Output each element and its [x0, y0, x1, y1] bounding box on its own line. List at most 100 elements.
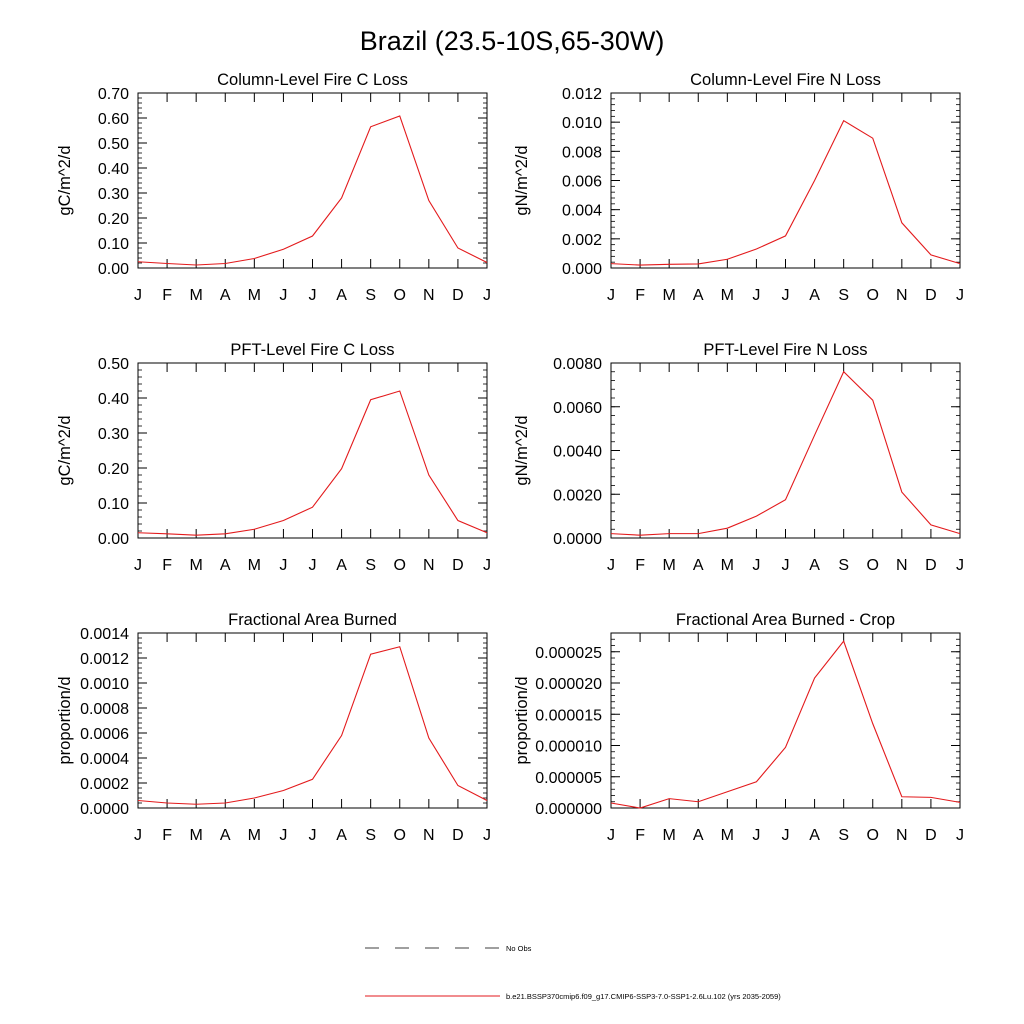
- series-line: [610, 640, 961, 809]
- y-tick-label: 0.10: [98, 236, 129, 253]
- y-tick-label: 0.20: [98, 461, 129, 478]
- chart-title: PFT-Level Fire N Loss: [703, 341, 867, 359]
- series-line: [610, 370, 961, 536]
- y-tick-label: 0.000: [562, 261, 602, 278]
- y-tick-label: 0.0010: [80, 676, 129, 693]
- x-tick-label: M: [248, 557, 261, 574]
- y-tick-label: 0.0008: [80, 701, 129, 718]
- y-tick-label: 0.010: [562, 115, 602, 132]
- plot-frame: [610, 362, 961, 539]
- x-tick-label: M: [190, 557, 203, 574]
- x-tick-label: O: [394, 827, 406, 844]
- x-tick-label: F: [162, 557, 172, 574]
- x-tick-label: J: [752, 287, 760, 304]
- x-tick-label: D: [452, 557, 464, 574]
- x-tick-label: J: [309, 827, 317, 844]
- x-tick-label: J: [956, 287, 964, 304]
- legend-item-no-obs: No Obs: [365, 944, 532, 953]
- y-tick-label: 0.0004: [80, 751, 129, 768]
- x-tick-label: D: [925, 287, 937, 304]
- y-tick-label: 0.50: [98, 136, 129, 153]
- x-tick-label: M: [248, 827, 261, 844]
- x-tick-label: M: [663, 827, 676, 844]
- chart-title: Column-Level Fire C Loss: [217, 71, 408, 89]
- chart-title: Column-Level Fire N Loss: [690, 71, 881, 89]
- x-tick-label: J: [607, 827, 615, 844]
- y-tick-label: 0.0002: [80, 776, 129, 793]
- x-tick-label: J: [956, 827, 964, 844]
- plot-frame: [137, 92, 488, 269]
- x-tick-label: J: [956, 557, 964, 574]
- x-tick-label: S: [838, 287, 849, 304]
- x-tick-label: M: [248, 287, 261, 304]
- y-tick-label: 0.000005: [535, 770, 602, 787]
- x-tick-label: J: [134, 557, 142, 574]
- y-tick-label: 0.0080: [553, 356, 602, 373]
- x-tick-label: A: [809, 557, 820, 574]
- x-tick-label: J: [279, 287, 287, 304]
- chart-title: PFT-Level Fire C Loss: [230, 341, 394, 359]
- y-tick-label: 0.0012: [80, 651, 129, 668]
- x-tick-label: O: [867, 557, 879, 574]
- y-tick-label: 0.008: [562, 144, 602, 161]
- x-tick-label: M: [721, 557, 734, 574]
- y-tick-label: 0.000010: [535, 739, 602, 756]
- y-tick-label: 0.004: [562, 203, 602, 220]
- series-line: [137, 390, 488, 536]
- legend: No Obs b.e21.BSSP370cmip6.f09_g17.CMIP6-…: [365, 944, 781, 1001]
- plot-frame: [137, 362, 488, 539]
- x-tick-label: J: [752, 827, 760, 844]
- x-tick-label: N: [896, 557, 908, 574]
- page-title: Brazil (23.5-10S,65-30W): [360, 26, 665, 56]
- x-tick-label: M: [663, 557, 676, 574]
- y-tick-label: 0.006: [562, 174, 602, 191]
- y-axis-label: gC/m^2/d: [56, 415, 74, 485]
- y-tick-label: 0.0040: [553, 444, 602, 461]
- x-tick-label: S: [365, 827, 376, 844]
- series-line: [610, 119, 961, 266]
- y-tick-label: 0.000000: [535, 801, 602, 818]
- y-tick-label: 0.0006: [80, 726, 129, 743]
- y-tick-label: 0.70: [98, 86, 129, 103]
- x-tick-label: A: [220, 827, 231, 844]
- x-tick-label: O: [394, 287, 406, 304]
- x-tick-label: J: [752, 557, 760, 574]
- x-tick-label: N: [423, 557, 435, 574]
- x-tick-label: A: [809, 827, 820, 844]
- y-tick-label: 0.00: [98, 261, 129, 278]
- x-tick-label: N: [896, 827, 908, 844]
- x-tick-label: N: [423, 287, 435, 304]
- plot-frame: [137, 632, 488, 809]
- y-tick-label: 0.10: [98, 496, 129, 513]
- x-tick-label: A: [220, 287, 231, 304]
- x-tick-label: J: [134, 287, 142, 304]
- x-tick-label: J: [782, 827, 790, 844]
- y-tick-label: 0.0060: [553, 400, 602, 417]
- plot-frame: [610, 632, 961, 809]
- x-tick-label: A: [809, 287, 820, 304]
- x-tick-label: A: [220, 557, 231, 574]
- x-tick-label: J: [279, 557, 287, 574]
- x-tick-label: D: [452, 827, 464, 844]
- x-tick-label: J: [607, 557, 615, 574]
- x-tick-label: A: [336, 827, 347, 844]
- x-tick-label: J: [483, 827, 491, 844]
- x-tick-label: M: [190, 287, 203, 304]
- y-tick-label: 0.0020: [553, 487, 602, 504]
- y-tick-label: 0.000020: [535, 676, 602, 693]
- y-tick-label: 0.30: [98, 186, 129, 203]
- y-tick-label: 0.20: [98, 211, 129, 228]
- chart-title: Fractional Area Burned: [228, 611, 397, 629]
- x-tick-label: F: [162, 287, 172, 304]
- x-tick-label: J: [134, 827, 142, 844]
- y-tick-label: 0.30: [98, 426, 129, 443]
- x-tick-label: D: [925, 827, 937, 844]
- x-tick-label: J: [782, 557, 790, 574]
- chart-title: Fractional Area Burned - Crop: [676, 611, 895, 629]
